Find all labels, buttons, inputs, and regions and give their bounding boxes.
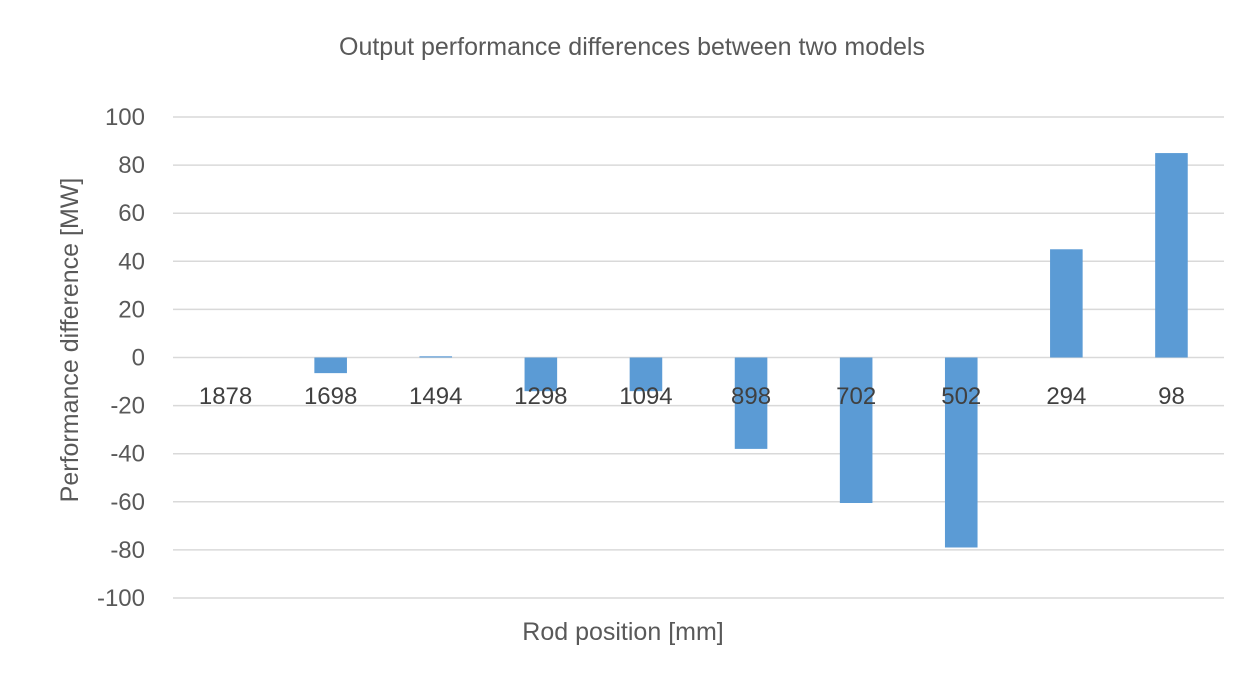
y-tick-label: 20 xyxy=(118,296,145,323)
x-category-label: 1698 xyxy=(304,383,357,410)
x-category-label: 502 xyxy=(941,383,981,410)
y-tick-label: -100 xyxy=(97,585,145,612)
x-axis-title: Rod position [mm] xyxy=(522,618,723,646)
y-tick-label: 80 xyxy=(118,152,145,179)
y-tick-label: -20 xyxy=(110,393,145,420)
x-category-label: 1298 xyxy=(514,383,567,410)
y-tick-label: 100 xyxy=(105,104,145,131)
x-category-label: 1094 xyxy=(619,383,672,410)
y-tick-label: 0 xyxy=(132,345,145,372)
y-tick-label: -60 xyxy=(110,489,145,516)
bar xyxy=(1155,153,1188,358)
y-tick-label: 60 xyxy=(118,200,145,227)
x-category-label: 702 xyxy=(836,383,876,410)
bar xyxy=(419,356,453,358)
x-category-label: 1494 xyxy=(409,383,462,410)
gridlines xyxy=(173,116,1224,599)
bar xyxy=(734,357,768,449)
bar xyxy=(629,357,663,392)
y-axis-ticks: 100 80 60 40 20 0 -20 -40 -60 -80 -100 xyxy=(97,104,145,612)
x-axis-category-labels: 1878 1698 1494 1298 1094 898 702 502 294 98 xyxy=(199,383,1185,410)
bars xyxy=(209,153,1188,548)
bar xyxy=(839,357,873,504)
y-tick-label: -80 xyxy=(110,537,145,564)
x-category-label: 294 xyxy=(1046,383,1086,410)
chart-title: Output performance differences between t… xyxy=(339,33,925,61)
y-tick-label: -40 xyxy=(110,441,145,468)
bar xyxy=(524,357,558,392)
x-category-label: 898 xyxy=(731,383,771,410)
x-category-label: 1878 xyxy=(199,383,252,410)
bar xyxy=(314,357,347,374)
y-tick-label: 40 xyxy=(118,248,145,275)
y-axis-title: Performance difference [MW] xyxy=(56,178,84,503)
bar xyxy=(944,357,978,548)
x-category-label: 98 xyxy=(1158,383,1185,410)
bar xyxy=(1050,249,1083,358)
